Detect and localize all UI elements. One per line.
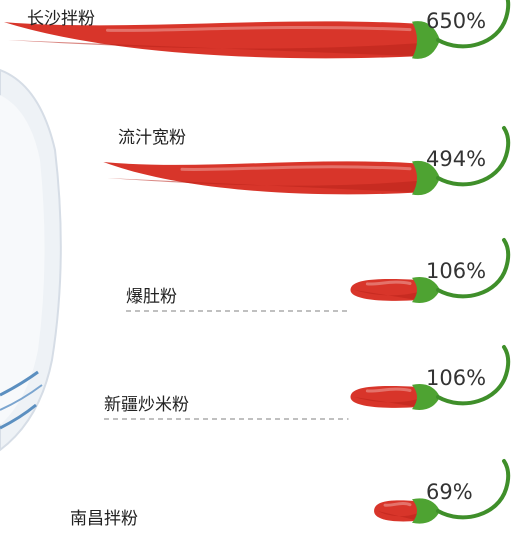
chili-bar-shade: [8, 40, 418, 57]
bars-layer: 650% 长沙拌粉 494% 流汁宽粉 106% 爆肚粉 106% 新疆炒米粉 69% 南昌拌粉: [4, 0, 511, 529]
bar-row: 69% 南昌拌粉: [70, 459, 511, 529]
value-label: 494%: [426, 147, 486, 171]
chili-cap: [412, 277, 440, 303]
chili-stem: [436, 0, 511, 49]
category-label: 南昌拌粉: [70, 509, 138, 529]
chili-cap: [412, 160, 440, 196]
chili-bar-shine: [383, 501, 412, 507]
chili-bar-shade: [354, 397, 418, 408]
bowl-inner: [0, 95, 45, 425]
chili-bar-shine: [180, 165, 412, 171]
bar-row: 650% 长沙拌粉: [4, 0, 511, 59]
chili-stem: [436, 238, 511, 299]
chili-bar-shade: [354, 290, 418, 301]
chili-cap: [412, 384, 440, 410]
chili-bar-shine: [106, 25, 412, 32]
category-label: 流汁宽粉: [118, 128, 186, 148]
chili-cap: [412, 21, 440, 59]
bowl-pattern-stripe-1: [0, 370, 39, 397]
chili-stem: [436, 459, 511, 520]
value-label: 106%: [426, 259, 486, 283]
bowl-pattern-stripe-3: [0, 403, 37, 430]
chili-bar-shade: [107, 178, 419, 193]
chili-bar-shine: [365, 280, 412, 286]
bowl-decoration: [0, 68, 62, 452]
value-label: 650%: [426, 9, 486, 33]
chili-cap: [412, 498, 440, 524]
value-label: 106%: [426, 366, 486, 390]
bar-row: 106% 爆肚粉: [126, 238, 511, 312]
category-label: 长沙拌粉: [27, 9, 95, 29]
category-label: 爆肚粉: [126, 287, 177, 307]
bar-row: 494% 流汁宽粉: [103, 126, 511, 196]
category-label: 新疆炒米粉: [104, 395, 189, 415]
chili-bar-shine: [365, 387, 412, 393]
bowl-pattern-stripe-2: [0, 384, 43, 411]
chili-stem: [436, 126, 511, 187]
chili-bar-shade: [378, 511, 418, 521]
chili-stem: [436, 345, 511, 406]
bar-row: 106% 新疆炒米粉: [104, 345, 511, 420]
value-label: 69%: [426, 480, 473, 504]
